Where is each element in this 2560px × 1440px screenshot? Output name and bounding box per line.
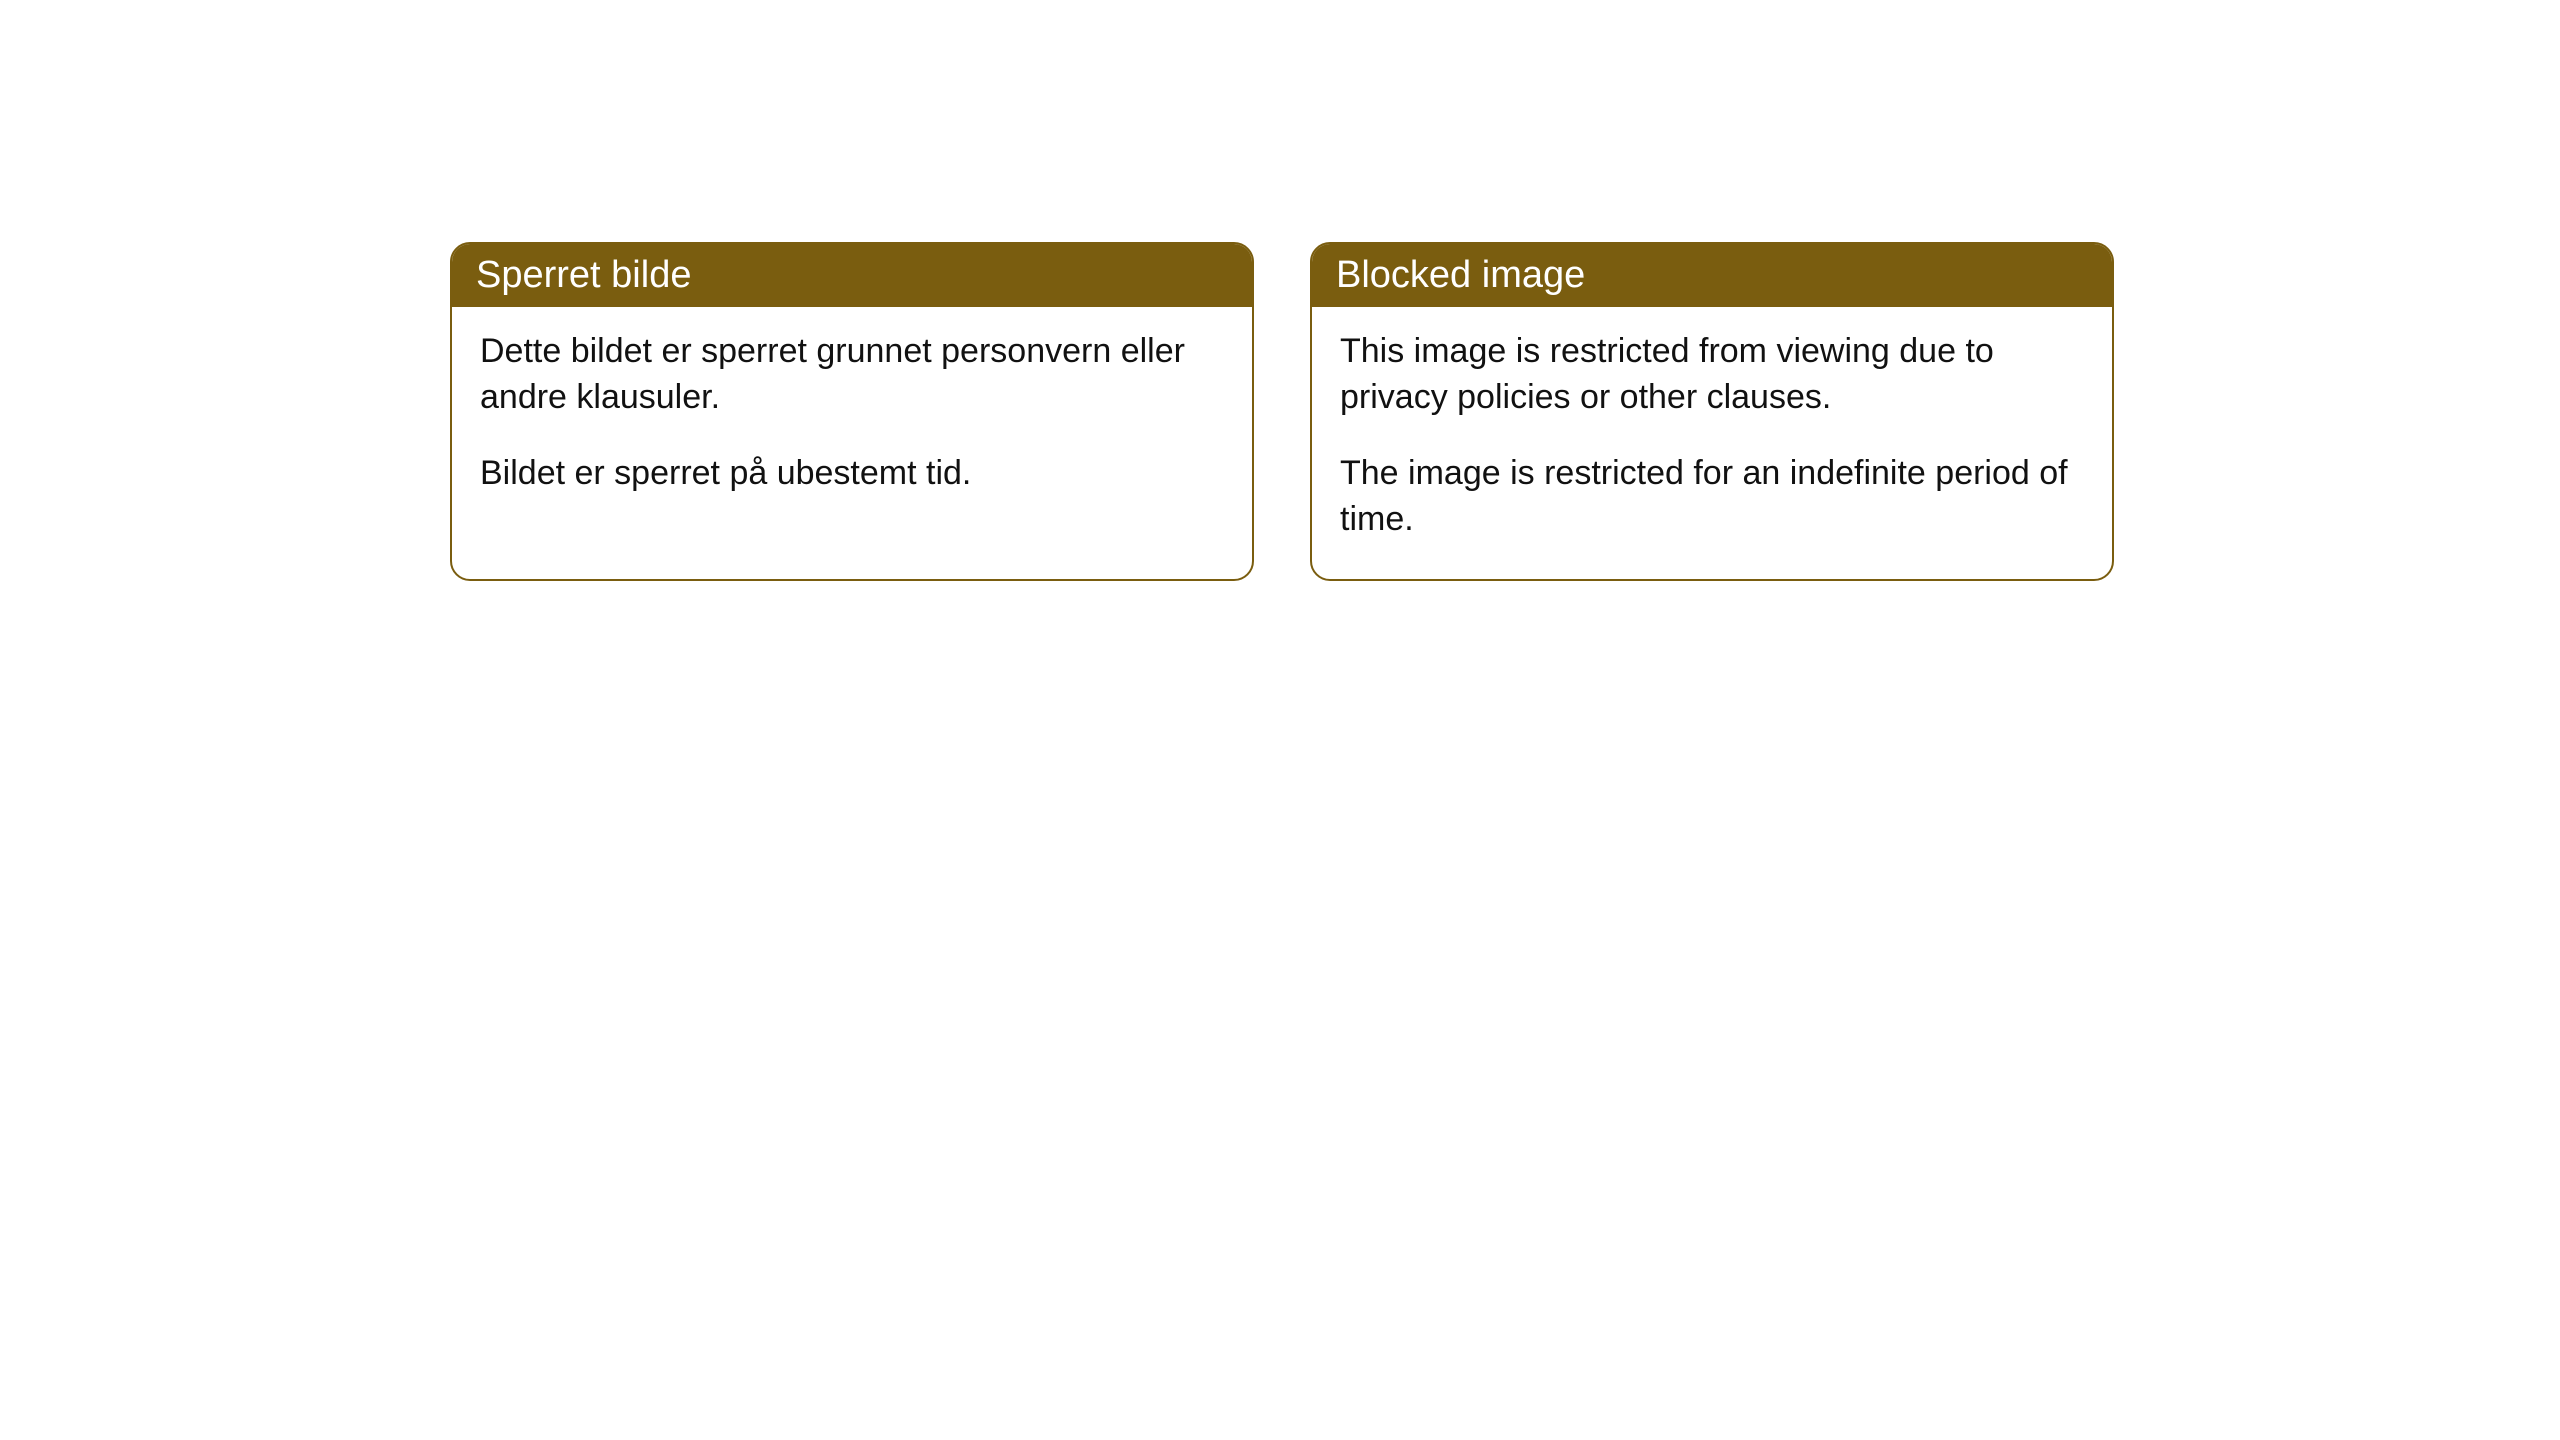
card-english-header: Blocked image — [1312, 244, 2112, 307]
card-english-paragraph-2: The image is restricted for an indefinit… — [1340, 451, 2084, 543]
card-english: Blocked image This image is restricted f… — [1310, 242, 2114, 581]
card-english-body: This image is restricted from viewing du… — [1312, 307, 2112, 579]
card-norwegian-paragraph-1: Dette bildet er sperret grunnet personve… — [480, 329, 1224, 421]
card-norwegian-header: Sperret bilde — [452, 244, 1252, 307]
card-norwegian: Sperret bilde Dette bildet er sperret gr… — [450, 242, 1254, 581]
cards-container: Sperret bilde Dette bildet er sperret gr… — [450, 242, 2114, 581]
card-norwegian-body: Dette bildet er sperret grunnet personve… — [452, 307, 1252, 533]
card-norwegian-paragraph-2: Bildet er sperret på ubestemt tid. — [480, 451, 1224, 497]
card-english-paragraph-1: This image is restricted from viewing du… — [1340, 329, 2084, 421]
